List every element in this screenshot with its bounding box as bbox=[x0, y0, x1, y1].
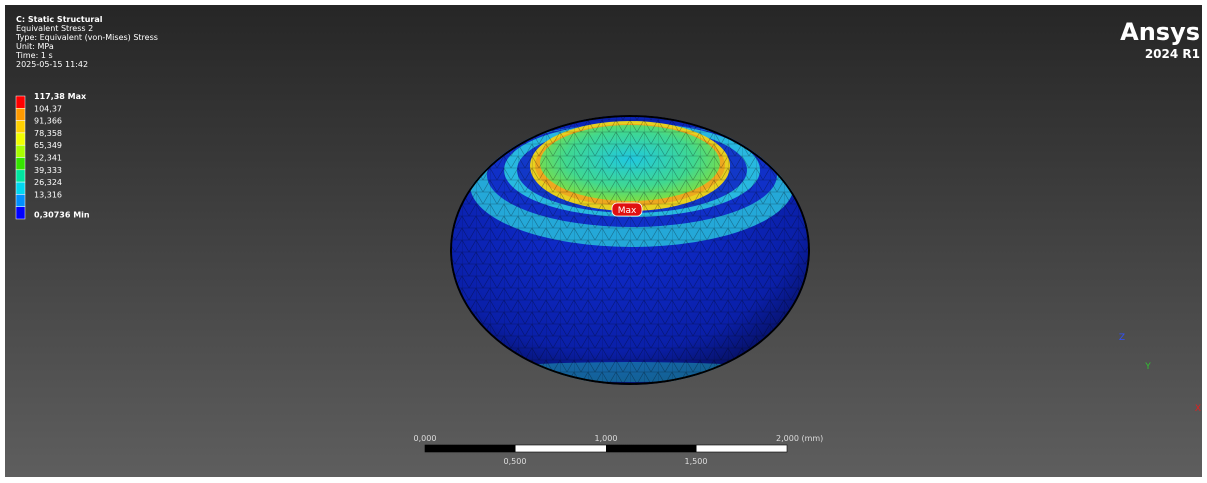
legend-swatch bbox=[16, 194, 25, 206]
legend-swatch bbox=[16, 108, 25, 120]
scale-label: 0,500 bbox=[504, 457, 527, 466]
legend-label: 52,341 bbox=[34, 154, 62, 163]
scale-label: 1,000 bbox=[595, 434, 618, 443]
header-line: Type: Equivalent (von-Mises) Stress bbox=[15, 33, 158, 42]
legend-swatch bbox=[16, 158, 25, 170]
legend-label: 0,30736 Min bbox=[34, 211, 90, 220]
header-line: C: Static Structural bbox=[16, 15, 103, 24]
legend-label: 39,333 bbox=[34, 166, 62, 175]
max-probe: Max bbox=[612, 203, 642, 216]
scale-label: 0,000 bbox=[414, 434, 437, 443]
header-line: Time: 1 s bbox=[15, 51, 53, 60]
axis-x: X bbox=[1195, 404, 1201, 414]
logo: Ansys bbox=[1120, 18, 1200, 46]
legend-label: 91,366 bbox=[34, 117, 62, 126]
scale-label: 2,000 (mm) bbox=[776, 434, 823, 443]
header-line: Equivalent Stress 2 bbox=[16, 24, 93, 33]
legend-swatch bbox=[16, 182, 25, 194]
legend-label: 26,324 bbox=[34, 178, 62, 187]
version: 2024 R1 bbox=[1145, 47, 1200, 61]
legend-swatch bbox=[16, 121, 25, 133]
page: Max C: Static StructuralEquivalent Stres… bbox=[0, 0, 1207, 483]
legend-label: 65,349 bbox=[34, 141, 62, 150]
model bbox=[450, 115, 810, 385]
probe-label: Max bbox=[618, 206, 637, 216]
scale-label: 1,500 bbox=[685, 457, 708, 466]
legend-swatch bbox=[16, 170, 25, 182]
axis-y: Y bbox=[1144, 362, 1151, 372]
legend-swatch bbox=[16, 145, 25, 157]
axis-z: Z bbox=[1119, 333, 1125, 343]
legend-label: 104,37 bbox=[34, 104, 62, 113]
legend-label: 117,38 Max bbox=[34, 92, 87, 101]
viewport: Max C: Static StructuralEquivalent Stres… bbox=[0, 0, 1207, 479]
header-line: 2025-05-15 11:42 bbox=[16, 60, 88, 69]
legend-label: 13,316 bbox=[34, 190, 62, 199]
legend-swatch bbox=[16, 207, 25, 219]
legend-label: 78,358 bbox=[34, 129, 62, 138]
legend-swatch bbox=[16, 96, 25, 108]
header-line: Unit: MPa bbox=[16, 42, 54, 51]
legend-swatch bbox=[16, 133, 25, 145]
